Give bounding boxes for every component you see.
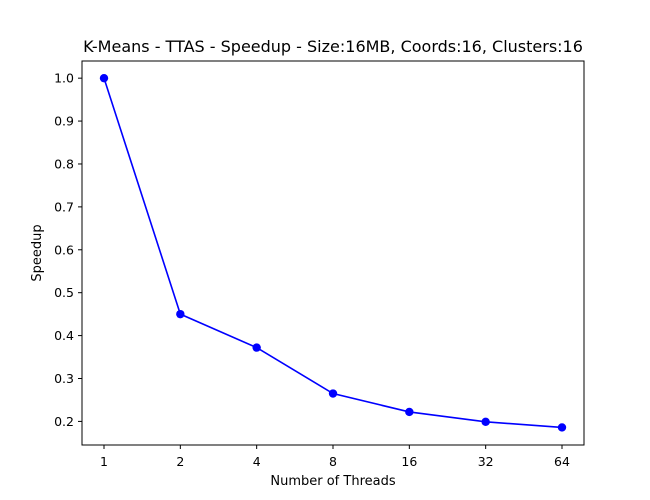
y-axis-label: Speedup: [30, 224, 45, 281]
y-tick-label: 0.9: [54, 114, 74, 129]
y-tick-label: 0.5: [54, 285, 74, 300]
series-line: [103, 77, 563, 429]
chart-title: K-Means - TTAS - Speedup - Size:16MB, Co…: [83, 37, 583, 56]
y-tick-label: 0.7: [54, 199, 74, 214]
x-axis-label: Number of Threads: [270, 474, 395, 489]
data-point: [405, 407, 414, 417]
x-tick-label: 16: [401, 454, 417, 469]
y-tick-label: 0.3: [54, 371, 74, 386]
y-tick-label: 0.8: [54, 156, 74, 171]
data-point: [99, 73, 109, 83]
y-tick-label: 1.0: [54, 71, 74, 86]
x-tick-label: 32: [478, 454, 494, 469]
plot-area: 1 2 4 8 16 32 64 0.2 0.3 0.4 0.5 0.6 0.7 0.8 0.9 1.0: [54, 60, 585, 469]
x-tick-label: 8: [329, 454, 337, 469]
y-tick-label: 0.6: [54, 242, 74, 257]
plot-frame: [81, 60, 585, 446]
x-tick-label: 2: [176, 454, 184, 469]
y-tick-label: 0.2: [54, 414, 74, 429]
data-point: [176, 309, 185, 319]
y-tick-label: 0.4: [54, 328, 74, 343]
data-point: [328, 389, 338, 398]
data-point: [557, 423, 567, 432]
x-tick-label: 1: [100, 454, 108, 469]
data-point: [252, 343, 261, 352]
data-point: [481, 417, 490, 427]
x-tick-label: 4: [253, 454, 261, 469]
x-tick-label: 64: [554, 454, 570, 469]
